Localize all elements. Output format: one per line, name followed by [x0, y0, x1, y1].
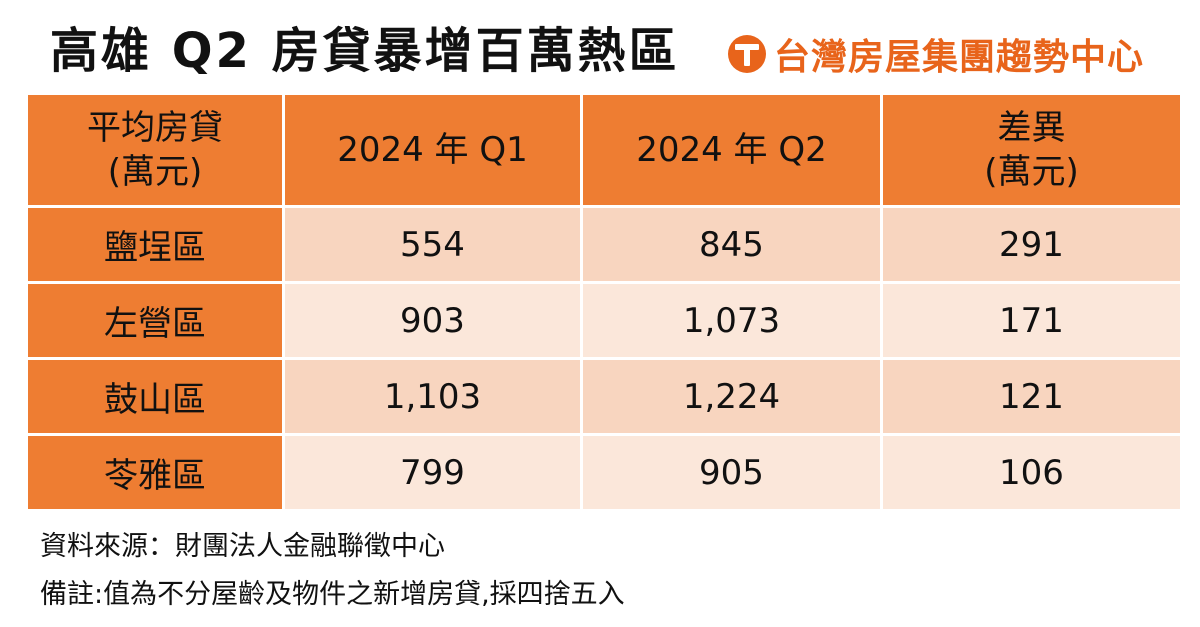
q2-value-cell: 1,073	[580, 281, 883, 360]
district-cell: 鹽埕區	[25, 205, 285, 284]
q2-value-cell: 845	[580, 205, 883, 284]
diff-value-cell: 121	[880, 357, 1183, 436]
q1-value-cell: 1,103	[282, 357, 583, 436]
q1-value-cell: 903	[282, 281, 583, 360]
loan-table: 平均房貸 (萬元) 2024 年 Q1 2024 年 Q2 差異 (萬元) 鹽埕…	[25, 92, 1183, 512]
table-row: 苓雅區 799 905 106	[25, 433, 1183, 512]
q2-value-cell: 905	[580, 433, 883, 512]
header-diff: 差異 (萬元)	[880, 92, 1183, 208]
district-cell: 苓雅區	[25, 433, 285, 512]
table-row: 左營區 903 1,073 171	[25, 281, 1183, 360]
header-q2-label: 2024 年 Q2	[636, 130, 827, 170]
district-cell: 鼓山區	[25, 357, 285, 436]
header-diff-line1: 差異	[997, 108, 1066, 148]
diff-value-cell: 171	[880, 281, 1183, 360]
table-row: 鼓山區 1,103 1,224 121	[25, 357, 1183, 436]
table-row: 鹽埕區 554 845 291	[25, 205, 1183, 284]
header-q2: 2024 年 Q2	[580, 92, 883, 208]
q1-value-cell: 554	[282, 205, 583, 284]
source-note: 資料來源：財團法人金融聯徵中心	[40, 531, 445, 562]
q1-value-cell: 799	[282, 433, 583, 512]
brand-name: 台灣房屋集團趨勢中心	[774, 37, 1145, 78]
chart-title: 高雄 Q2 房貸暴增百萬熱區	[50, 23, 680, 79]
header-q1-label: 2024 年 Q1	[337, 130, 528, 170]
remark-note: 備註:值為不分屋齡及物件之新增房貸,採四捨五入	[40, 579, 625, 610]
header-district-line2: (萬元)	[107, 152, 203, 192]
q2-value-cell: 1,224	[580, 357, 883, 436]
header-diff-line2: (萬元)	[984, 152, 1079, 192]
header-q1: 2024 年 Q1	[282, 92, 583, 208]
table-header-row: 平均房貸 (萬元) 2024 年 Q1 2024 年 Q2 差異 (萬元)	[25, 92, 1183, 208]
brand-logo-icon	[728, 35, 766, 73]
header-district: 平均房貸 (萬元)	[25, 92, 285, 208]
diff-value-cell: 106	[880, 433, 1183, 512]
header-district-line1: 平均房貸	[87, 108, 223, 148]
diff-value-cell: 291	[880, 205, 1183, 284]
district-cell: 左營區	[25, 281, 285, 360]
brand-logo-area: 台灣房屋集團趨勢中心	[726, 28, 1144, 80]
